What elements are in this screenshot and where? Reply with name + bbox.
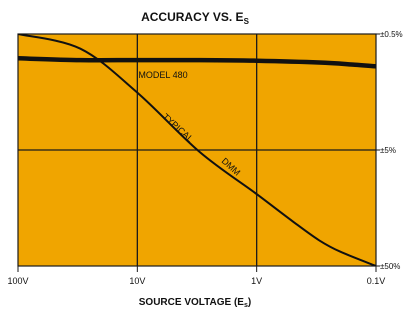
x-tick-label: 10V (129, 276, 145, 286)
x-axis-label-suffix: ) (248, 297, 251, 308)
y-tick-label: ±0.5% (380, 30, 403, 39)
chart-title-subscript: S (244, 17, 250, 26)
x-tick-label: 0.1V (367, 276, 386, 286)
x-tick-label: 1V (251, 276, 262, 286)
y-axis-ticks: ±0.5% ±5% ±50% (376, 30, 403, 271)
x-axis-label-subscript: s (244, 302, 248, 309)
annotation-model-480: MODEL 480 (138, 70, 187, 80)
series-line-typical-dmm (18, 34, 376, 266)
x-tick-label: 100V (7, 276, 28, 286)
y-tick-label: ±5% (380, 146, 396, 155)
x-axis-label: SOURCE VOLTAGE (Es) (139, 297, 251, 309)
series-lines (18, 34, 376, 266)
y-tick-label: ±50% (380, 262, 400, 271)
x-axis-ticks: 100V 10V 1V 0.1V (7, 266, 385, 286)
chart-title: ACCURACY VS. ES (141, 10, 249, 26)
series-line-model-480 (18, 56, 376, 69)
